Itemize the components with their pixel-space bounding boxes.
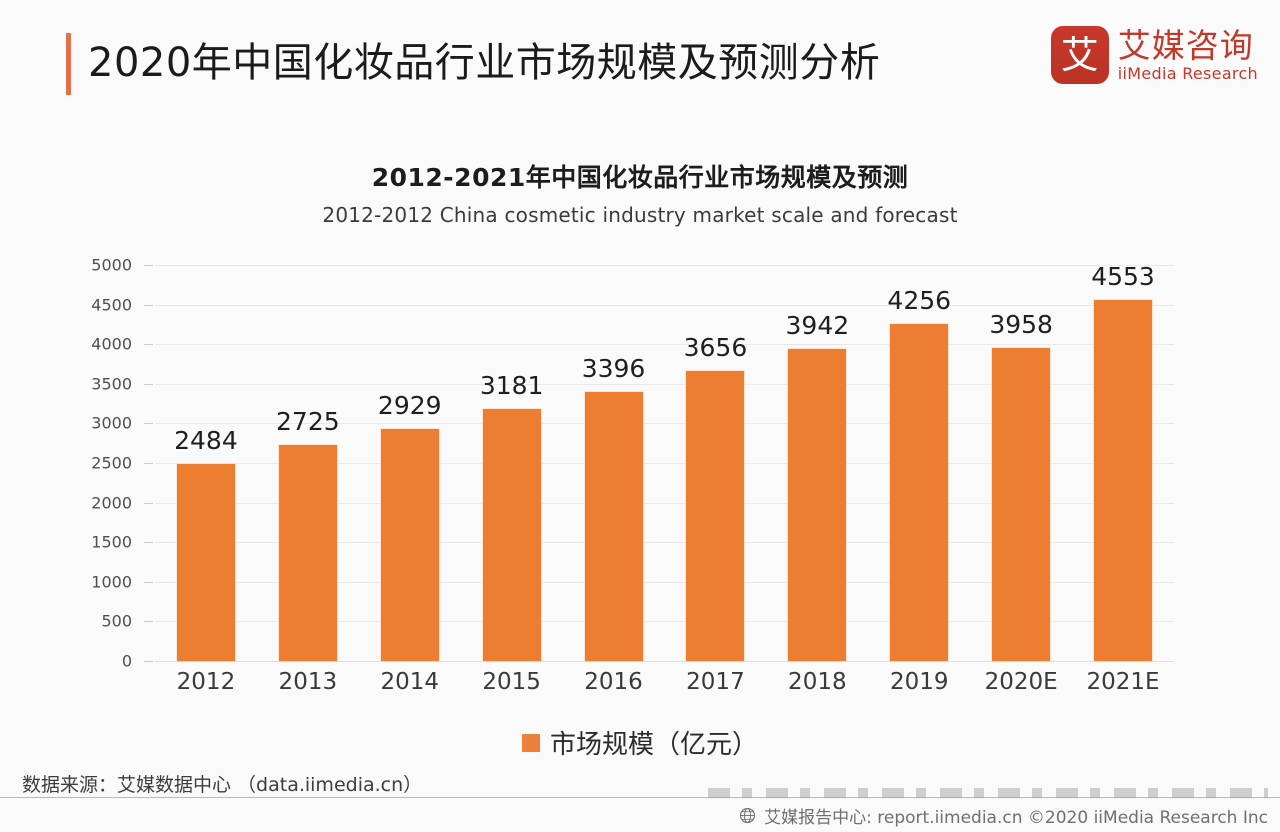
logo-name-en: iiMedia Research [1117, 63, 1258, 83]
bar-group: 2725 2013 [257, 265, 359, 695]
bar-group: 3181 2015 [461, 265, 563, 695]
logo-text: 艾媒咨询 iiMedia Research [1117, 25, 1258, 83]
bar-group: 3942 2018 [766, 265, 868, 695]
bar-group: 4553 2021E [1072, 262, 1174, 695]
gridline [155, 383, 1174, 385]
title-accent-bar [66, 33, 71, 95]
gridline [155, 581, 1174, 583]
x-axis-tick-label: 2019 [889, 669, 949, 695]
x-axis-tick-label: 2021E [1086, 669, 1160, 695]
legend-swatch-icon [521, 733, 540, 752]
brand-logo: 艾 艾媒咨询 iiMedia Research [1050, 25, 1258, 84]
y-axis-tick-label: 2000 [91, 493, 132, 513]
bar[interactable] [992, 347, 1051, 661]
bar-group: 2929 2014 [359, 265, 461, 695]
bar[interactable] [380, 429, 439, 661]
gridline [155, 423, 1174, 425]
bar-value-label: 3656 [683, 333, 748, 363]
bar[interactable] [278, 445, 337, 661]
chart-subtitle: 2012-2012 China cosmetic industry market… [322, 203, 958, 227]
x-axis-tick-label: 2013 [278, 669, 338, 695]
gridline [155, 344, 1174, 346]
bar-value-label: 2725 [276, 407, 340, 437]
bar-group: 3656 2017 [665, 265, 767, 695]
bar-group: 2484 2012 [155, 265, 257, 695]
gridline [155, 661, 1174, 662]
gridlines-layer: 0 500 1000 1500 2000 2500 3000 3500 4000 4500 5000 [91, 256, 1174, 671]
y-axis-tick-label: 1000 [91, 572, 132, 592]
y-axis-tick-mark [144, 304, 153, 306]
footer-watermark [708, 788, 1268, 798]
bar[interactable] [890, 323, 949, 661]
gridline [155, 304, 1174, 306]
y-axis-tick-mark [144, 661, 153, 662]
gridline [155, 463, 1174, 464]
bar-value-label: 2484 [174, 426, 238, 456]
page-header: 2020年中国化妆品行业市场规模及预测分析 艾 艾媒咨询 iiMedia Res… [0, 0, 1280, 118]
x-axis-tick-label: 2017 [686, 669, 745, 695]
bar-value-label: 3181 [479, 371, 544, 401]
y-axis-tick-label: 3500 [91, 374, 132, 394]
y-axis-tick-mark [144, 344, 153, 346]
x-axis-tick-label: 2014 [380, 669, 440, 695]
x-axis-tick-label: 2016 [584, 669, 643, 695]
footer-text: 艾媒报告中心: report.iimedia.cn ©2020 iiMedia … [764, 808, 1268, 828]
logo-name-cn: 艾媒咨询 [1117, 25, 1254, 65]
y-axis-tick-label: 3000 [91, 413, 132, 433]
bar[interactable] [482, 409, 541, 661]
y-axis-tick-mark [144, 383, 153, 385]
y-axis-tick-mark [144, 621, 153, 623]
bar-value-label: 2929 [377, 391, 442, 421]
bar-group: 4256 2019 [868, 265, 970, 695]
bar-group: 3396 2016 [563, 265, 665, 695]
data-source-note: 数据来源：艾媒数据中心 （data.iimedia.cn） [22, 774, 423, 796]
chart-title: 2012-2021年中国化妆品行业市场规模及预测 [371, 163, 909, 192]
y-axis-tick-label: 0 [121, 651, 132, 671]
y-axis-tick-mark [144, 265, 153, 266]
gridline [155, 542, 1174, 544]
y-axis-tick-mark [144, 423, 153, 425]
y-axis-tick-label: 4500 [91, 295, 132, 315]
footer-credit: 艾媒报告中心: report.iimedia.cn ©2020 iiMedia … [739, 803, 1268, 828]
y-axis-tick-label: 1500 [91, 532, 132, 552]
bar-value-label: 3958 [989, 309, 1053, 339]
bar-value-label: 4256 [887, 285, 952, 315]
bar[interactable] [176, 464, 235, 661]
page-footer: 艾媒报告中心: report.iimedia.cn ©2020 iiMedia … [0, 788, 1280, 832]
bar[interactable] [1094, 300, 1153, 661]
y-axis-tick-label: 5000 [91, 255, 132, 275]
gridline [155, 621, 1174, 623]
bar-value-label: 3396 [581, 354, 646, 384]
x-axis-tick-label: 2020E [984, 669, 1058, 695]
x-axis-tick-label: 2012 [176, 669, 236, 695]
globe-icon [739, 807, 756, 824]
gridline [155, 265, 1174, 266]
gridline [155, 502, 1174, 504]
bar[interactable] [788, 348, 847, 661]
y-axis-tick-mark [144, 542, 153, 544]
y-axis-tick-label: 500 [101, 611, 132, 631]
chart-plot-area: 0 500 1000 1500 2000 2500 3000 3500 4000 4500 5000… [91, 256, 1180, 695]
page-title: 2020年中国化妆品行业市场规模及预测分析 [88, 40, 881, 86]
bar[interactable] [686, 371, 745, 661]
x-axis-tick-label: 2018 [788, 669, 847, 695]
chart-legend: 市场规模（亿元） [0, 724, 1280, 761]
y-axis-tick-label: 2500 [91, 453, 132, 473]
y-axis-tick-mark [144, 502, 153, 504]
x-axis-tick-label: 2015 [482, 669, 541, 695]
y-axis-tick-mark [144, 581, 153, 583]
bar-value-label: 4553 [1091, 262, 1155, 292]
bars-layer: 2484 2012 2725 2013 2929 2014 3181 2015 3396 2016… [155, 262, 1174, 695]
bar-group: 3958 2020E [970, 265, 1072, 695]
bar-value-label: 3942 [785, 310, 850, 340]
y-axis-tick-label: 4000 [91, 334, 132, 354]
logo-mark-icon: 艾 [1050, 26, 1109, 84]
legend-label: 市场规模（亿元） [549, 730, 758, 760]
y-axis-tick-mark [144, 463, 153, 464]
bar[interactable] [584, 392, 643, 661]
